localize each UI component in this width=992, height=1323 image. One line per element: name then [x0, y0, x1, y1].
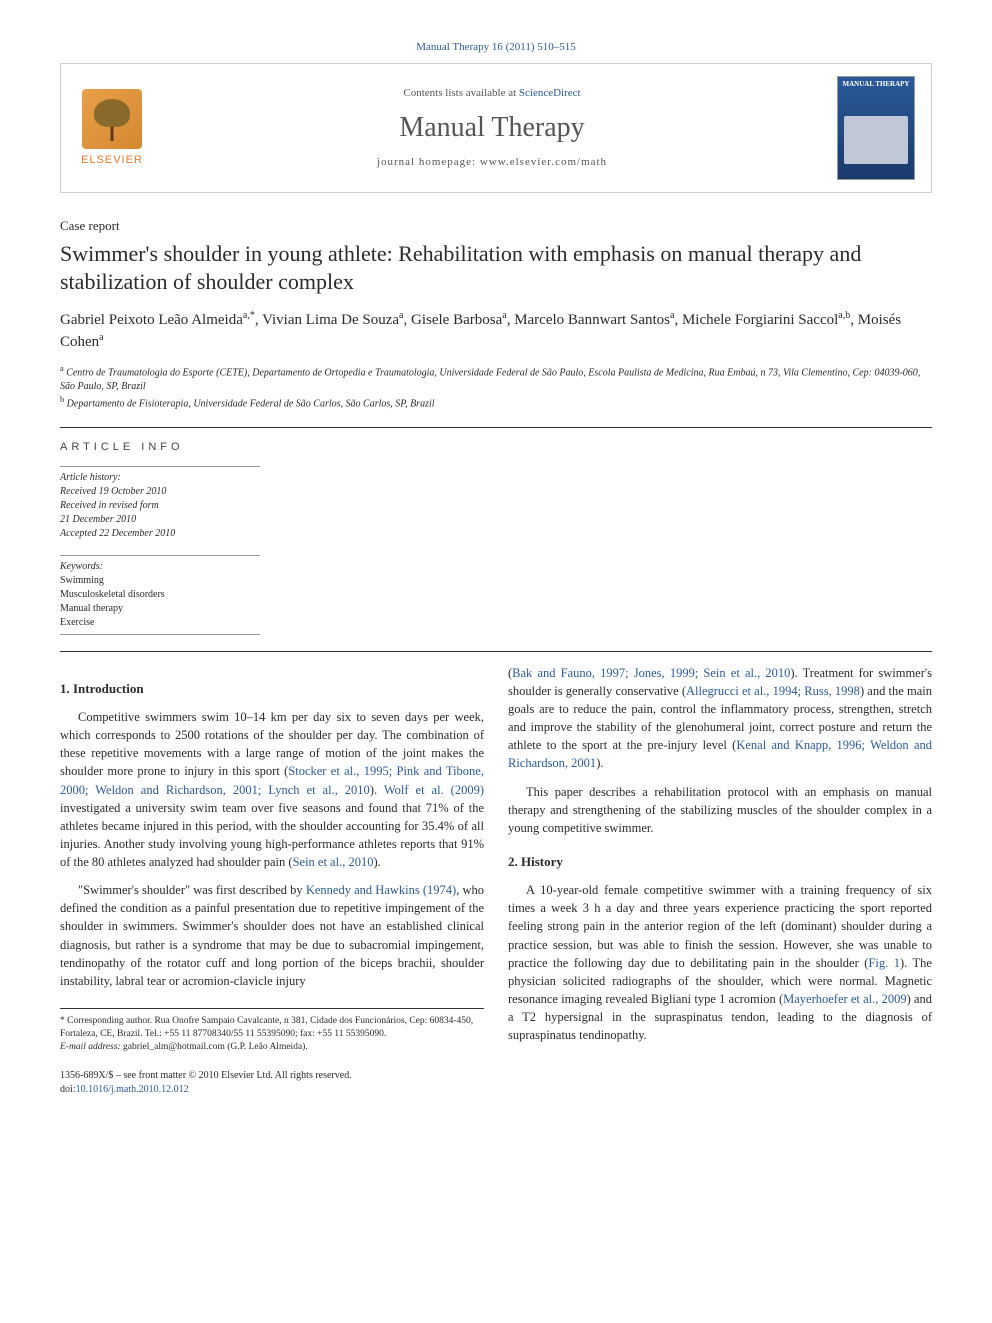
p1-ref3[interactable]: Sein et al., 2010	[293, 855, 374, 869]
p1-ref2[interactable]: Wolf et al. (2009)	[384, 783, 484, 797]
p2-ref1[interactable]: Kennedy and Hawkins (1974)	[306, 883, 456, 897]
p1-text-b: ).	[370, 783, 384, 797]
publisher-name: ELSEVIER	[81, 153, 143, 168]
keywords-label: Keywords:	[60, 560, 260, 574]
email-address[interactable]: gabriel_alm@hotmail.com	[123, 1042, 225, 1052]
cover-title: MANUAL THERAPY	[843, 81, 910, 88]
article-info-panel: ARTICLE INFO Article history: Received 1…	[60, 440, 260, 634]
publisher-logo: ELSEVIER	[77, 83, 147, 173]
column-right: (Bak and Fauno, 1997; Jones, 1999; Sein …	[508, 664, 932, 1055]
p3-text-d: ).	[596, 756, 603, 770]
paragraph-1: Competitive swimmers swim 10–14 km per d…	[60, 708, 484, 871]
affiliation: a Centro de Traumatologia do Esporte (CE…	[60, 363, 932, 394]
p1-text-c: investigated a university swim team over…	[60, 801, 484, 869]
history-label: Article history:	[60, 471, 260, 485]
paragraph-2: "Swimmer's shoulder" was first described…	[60, 881, 484, 990]
copyright-text: 1356-689X/$ – see front matter © 2010 El…	[60, 1069, 932, 1083]
elsevier-tree-icon	[82, 89, 142, 149]
received-date: Received 19 October 2010	[60, 485, 260, 499]
author: Gisele Barbosaa	[411, 312, 507, 328]
header-center: Contents lists available at ScienceDirec…	[163, 86, 821, 170]
p5-ref1[interactable]: Fig. 1	[868, 956, 900, 970]
section-1-heading: 1. Introduction	[60, 680, 484, 698]
keyword: Swimming	[60, 574, 260, 588]
p5-ref2[interactable]: Mayerhoefer et al., 2009	[783, 992, 906, 1006]
author: Michele Forgiarini Saccola,b	[682, 312, 850, 328]
revised-date: 21 December 2010	[60, 513, 260, 527]
contents-prefix: Contents lists available at	[403, 87, 518, 99]
journal-header-box: ELSEVIER Contents lists available at Sci…	[60, 63, 932, 193]
authors-list: Gabriel Peixoto Leão Almeidaa,*, Vivian …	[60, 309, 932, 353]
email-line: E-mail address: gabriel_alm@hotmail.com …	[60, 1041, 484, 1054]
author: Marcelo Bannwart Santosa	[514, 312, 674, 328]
citation-header: Manual Therapy 16 (2011) 510–515	[60, 40, 932, 55]
article-type: Case report	[60, 217, 932, 235]
keyword: Exercise	[60, 616, 260, 630]
homepage-prefix: journal homepage:	[377, 156, 480, 168]
column-left: 1. Introduction Competitive swimmers swi…	[60, 664, 484, 1055]
contents-available-line: Contents lists available at ScienceDirec…	[163, 86, 821, 101]
article-history: Article history: Received 19 October 201…	[60, 466, 260, 541]
journal-name: Manual Therapy	[163, 108, 821, 147]
doi-prefix: doi:	[60, 1084, 76, 1095]
section-divider	[60, 427, 932, 428]
sciencedirect-link[interactable]: ScienceDirect	[519, 87, 581, 99]
paragraph-4: This paper describes a rehabilitation pr…	[508, 783, 932, 837]
email-label: E-mail address:	[60, 1042, 123, 1052]
keyword: Musculoskeletal disorders	[60, 588, 260, 602]
body-columns: 1. Introduction Competitive swimmers swi…	[60, 664, 932, 1055]
paragraph-5: A 10-year-old female competitive swimmer…	[508, 881, 932, 1044]
p1-text-d: ).	[373, 855, 380, 869]
p3-ref2[interactable]: Allegrucci et al., 1994; Russ, 1998	[686, 684, 860, 698]
affiliations: a Centro de Traumatologia do Esporte (CE…	[60, 363, 932, 412]
journal-homepage: journal homepage: www.elsevier.com/math	[163, 155, 821, 170]
article-info-heading: ARTICLE INFO	[60, 440, 260, 455]
doi-link[interactable]: 10.1016/j.math.2010.12.012	[76, 1084, 189, 1095]
keywords-block: Keywords: SwimmingMusculoskeletal disord…	[60, 555, 260, 635]
footnotes: * Corresponding author. Rua Onofre Sampa…	[60, 1008, 484, 1055]
article-title: Swimmer's shoulder in young athlete: Reh…	[60, 240, 932, 297]
journal-cover-thumbnail: MANUAL THERAPY	[837, 76, 915, 180]
p3-ref1[interactable]: Bak and Fauno, 1997; Jones, 1999; Sein e…	[512, 666, 790, 680]
accepted-date: Accepted 22 December 2010	[60, 527, 260, 541]
revised-label: Received in revised form	[60, 499, 260, 513]
corresponding-author: * Corresponding author. Rua Onofre Sampa…	[60, 1015, 484, 1042]
p2-text-a: "Swimmer's shoulder" was first described…	[78, 883, 306, 897]
homepage-url[interactable]: www.elsevier.com/math	[480, 156, 607, 168]
cover-image-placeholder	[844, 116, 908, 164]
section-divider	[60, 651, 932, 652]
corr-label: * Corresponding author.	[60, 1016, 154, 1026]
section-2-heading: 2. History	[508, 853, 932, 871]
copyright-block: 1356-689X/$ – see front matter © 2010 El…	[60, 1069, 932, 1097]
paragraph-3: (Bak and Fauno, 1997; Jones, 1999; Sein …	[508, 664, 932, 773]
keyword: Manual therapy	[60, 602, 260, 616]
email-attrib: (G.P. Leão Almeida).	[225, 1042, 308, 1052]
p2-text-b: , who defined the condition as a painful…	[60, 883, 484, 988]
author: Vivian Lima De Souzaa	[262, 312, 403, 328]
author: Gabriel Peixoto Leão Almeidaa,*	[60, 312, 255, 328]
affiliation: b Departamento de Fisioterapia, Universi…	[60, 394, 932, 411]
